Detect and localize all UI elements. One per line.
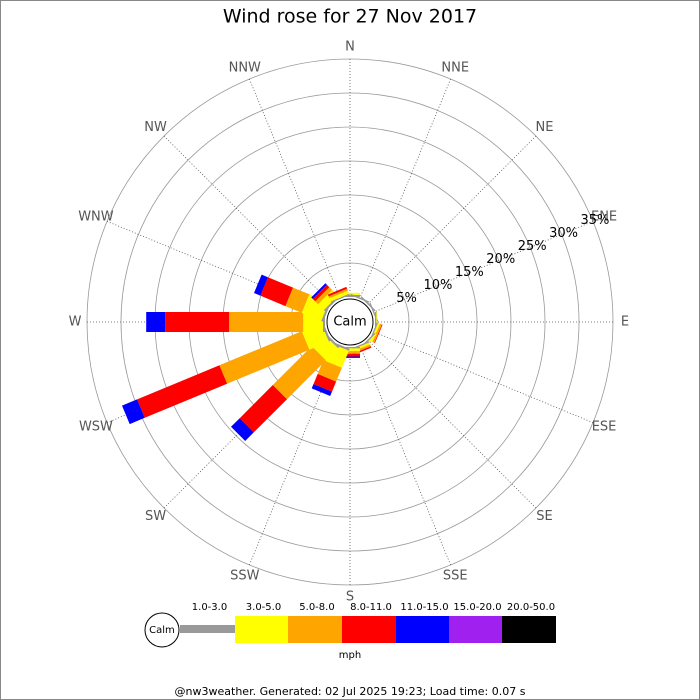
rose-segment [312, 284, 330, 302]
legend-swatch [235, 616, 288, 643]
r-tick-label: 35% [581, 213, 610, 228]
r-tick-label: 5% [396, 291, 417, 306]
rose-segment [165, 312, 230, 332]
rose-segment [317, 360, 342, 382]
legend-label: 3.0-5.0 [246, 602, 281, 613]
r-tick-label: 30% [549, 226, 578, 241]
rose-segment [229, 312, 304, 332]
legend-swatch [342, 616, 396, 643]
direction-label: S [346, 590, 354, 605]
footer: @nw3weather. Generated: 02 Jul 2025 19:2… [175, 685, 526, 698]
direction-label: NE [535, 120, 553, 135]
r-tick-label: 20% [486, 252, 515, 267]
rose-segment [327, 286, 348, 297]
direction-label: SSE [443, 569, 468, 584]
rose-segment [313, 373, 337, 392]
direction-label: ESE [592, 420, 617, 435]
r-tick-label: 15% [455, 265, 484, 280]
legend-swatch [180, 625, 235, 633]
spoke [163, 135, 333, 305]
rose-segment [272, 346, 326, 400]
direction-label: SE [536, 509, 552, 524]
spoke [372, 220, 594, 313]
legend-calm-circle [144, 612, 180, 648]
rose-segment [330, 293, 350, 303]
spoke [359, 344, 452, 566]
spoke [359, 78, 452, 300]
rose-segment [372, 323, 382, 343]
direction-label: WNW [78, 209, 114, 224]
legend-calm-label: Calm [149, 625, 175, 636]
rose-segment [260, 277, 293, 307]
legend-label: 20.0-50.0 [507, 602, 555, 613]
rose-segment [311, 283, 327, 299]
spoke [367, 135, 537, 305]
calm-label: Calm [333, 315, 366, 330]
rose-segment [374, 324, 383, 344]
rose-segment [137, 365, 228, 418]
r-tick-label: 25% [518, 239, 547, 254]
legend-swatch [288, 616, 342, 643]
chart-title: Wind rose for 27 Nov 2017 [223, 6, 477, 28]
unit-label: mph [339, 650, 361, 661]
legend-label: 8.0-11.0 [350, 602, 392, 613]
direction-label: NNW [229, 60, 261, 75]
rose-segment [231, 418, 254, 441]
rose-segment [329, 290, 350, 302]
rose-segment [311, 384, 332, 396]
legend-label: 5.0-8.0 [299, 602, 334, 613]
spoke [372, 331, 594, 424]
rose-segment [328, 288, 348, 299]
direction-label: NNE [441, 60, 469, 75]
rose-segment [315, 287, 333, 305]
spoke [248, 78, 341, 300]
rose-segment [285, 287, 310, 313]
rose-segment [219, 331, 310, 384]
legend-label: 11.0-15.0 [400, 602, 448, 613]
spoke [367, 339, 537, 509]
direction-label: N [345, 40, 355, 55]
rose-segment [254, 274, 268, 296]
direction-label: W [69, 315, 82, 330]
direction-label: WSW [79, 420, 113, 435]
legend-swatch [449, 616, 502, 643]
direction-label: NW [144, 120, 167, 135]
direction-label: E [621, 315, 629, 330]
legend-swatch [396, 616, 449, 643]
r-tick-label: 10% [423, 278, 452, 293]
rose-segment [122, 399, 145, 425]
rose-segment [146, 312, 166, 332]
calm-circle [326, 298, 374, 346]
direction-label: SW [145, 509, 166, 524]
legend-label: 15.0-20.0 [453, 602, 501, 613]
direction-label: SSW [230, 569, 260, 584]
legend-label: 1.0-3.0 [192, 602, 227, 613]
direction-label: ENE [591, 209, 617, 224]
legend-swatch [502, 616, 556, 643]
rose-segment [239, 385, 287, 433]
